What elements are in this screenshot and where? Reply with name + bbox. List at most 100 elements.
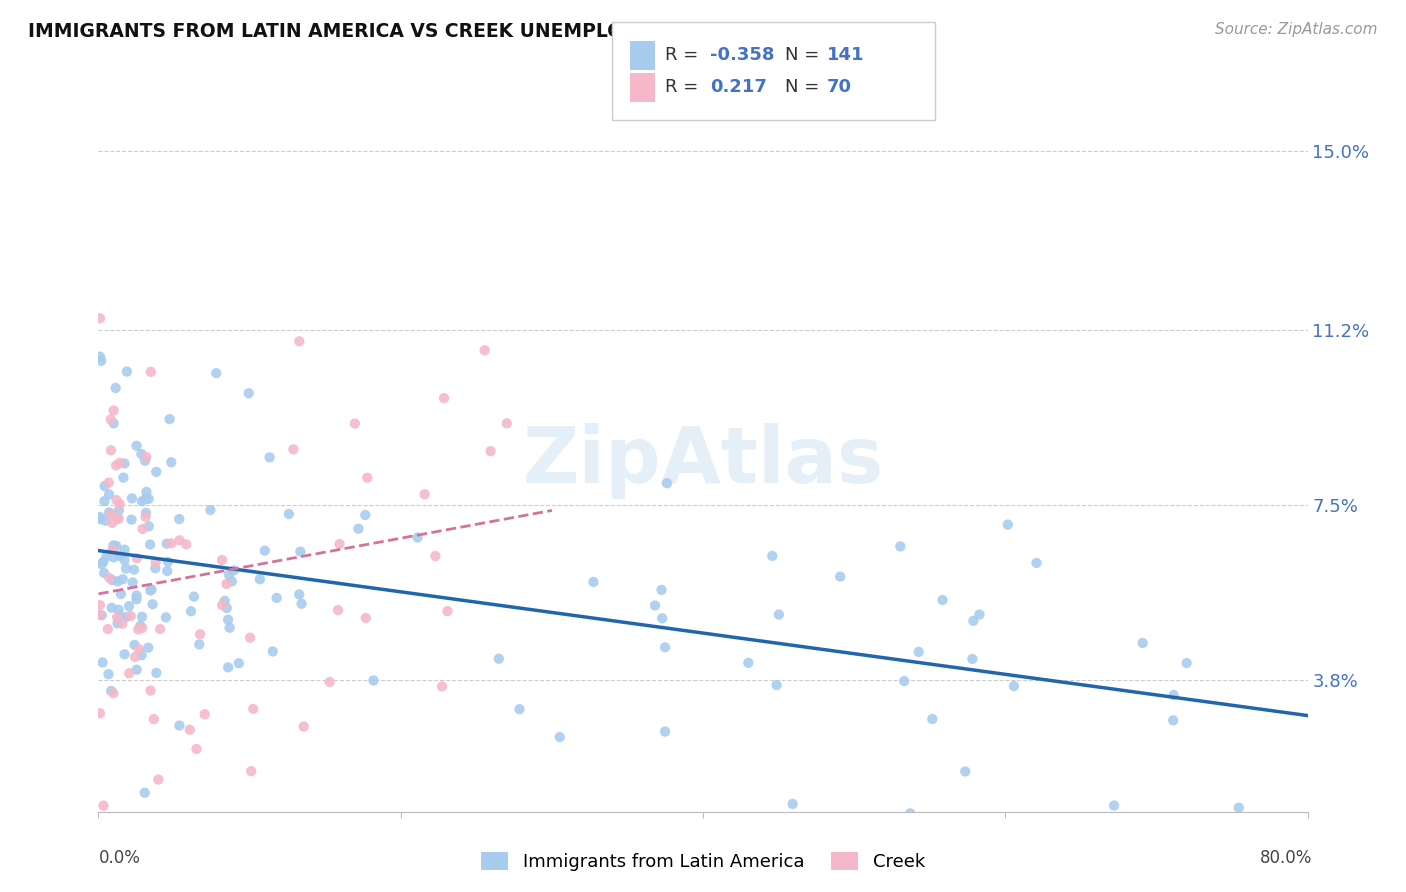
- Point: [91, 656, 114, 670]
- Point: [139, 365, 162, 379]
- Point: [103, 539, 125, 553]
- Point: [115, 561, 138, 575]
- Point: [135, 450, 157, 464]
- Point: [89, 510, 111, 524]
- Point: [115, 365, 138, 379]
- Point: [782, 797, 804, 811]
- Point: [907, 645, 929, 659]
- Point: [89, 512, 111, 526]
- Point: [898, 806, 921, 821]
- Point: [90, 608, 112, 623]
- Point: [149, 622, 172, 636]
- Point: [654, 724, 676, 739]
- Point: [97, 475, 120, 490]
- Point: [159, 412, 181, 426]
- Point: [118, 666, 141, 681]
- Point: [174, 537, 197, 551]
- Point: [188, 637, 211, 651]
- Point: [107, 603, 129, 617]
- Point: [262, 644, 284, 658]
- Point: [103, 686, 125, 700]
- Point: [98, 487, 121, 501]
- Text: -0.358: -0.358: [710, 46, 775, 64]
- Point: [100, 600, 122, 615]
- Point: [183, 590, 205, 604]
- Point: [127, 623, 149, 637]
- Point: [291, 597, 314, 611]
- Point: [110, 587, 132, 601]
- Point: [160, 536, 183, 550]
- Point: [495, 417, 517, 431]
- Point: [430, 680, 453, 694]
- Text: 0.0%: 0.0%: [98, 849, 141, 867]
- Legend: Immigrants from Latin America, Creek: Immigrants from Latin America, Creek: [474, 845, 932, 879]
- Point: [354, 611, 377, 625]
- Point: [89, 608, 111, 623]
- Point: [122, 828, 145, 842]
- Point: [217, 660, 239, 674]
- Text: Source: ZipAtlas.com: Source: ZipAtlas.com: [1215, 22, 1378, 37]
- Point: [290, 544, 312, 558]
- Point: [97, 667, 120, 681]
- Point: [148, 772, 170, 787]
- Point: [508, 702, 530, 716]
- Point: [96, 549, 118, 564]
- Point: [211, 553, 233, 567]
- Point: [114, 457, 136, 471]
- Point: [651, 611, 673, 625]
- Point: [134, 786, 156, 800]
- Point: [1025, 556, 1047, 570]
- Point: [131, 447, 153, 461]
- Point: [134, 453, 156, 467]
- Point: [93, 798, 115, 813]
- Point: [283, 442, 305, 457]
- Point: [138, 491, 160, 506]
- Point: [121, 575, 143, 590]
- Point: [145, 465, 167, 479]
- Point: [425, 549, 447, 563]
- Point: [582, 574, 605, 589]
- Text: R =: R =: [665, 78, 710, 96]
- Point: [186, 742, 208, 756]
- Point: [131, 648, 153, 663]
- Point: [737, 656, 759, 670]
- Point: [145, 665, 167, 680]
- Point: [156, 564, 179, 578]
- Point: [654, 640, 676, 655]
- Point: [89, 311, 111, 326]
- Point: [125, 589, 148, 603]
- Point: [91, 555, 114, 569]
- Point: [288, 587, 311, 601]
- Point: [211, 598, 233, 612]
- Point: [108, 503, 131, 517]
- Point: [169, 718, 191, 732]
- Point: [156, 536, 179, 550]
- Point: [134, 491, 156, 506]
- Point: [436, 604, 458, 618]
- Text: 70: 70: [827, 78, 852, 96]
- Point: [228, 657, 250, 671]
- Point: [259, 450, 281, 465]
- Point: [93, 479, 115, 493]
- Point: [931, 593, 953, 607]
- Point: [188, 627, 211, 641]
- Point: [107, 512, 129, 526]
- Point: [215, 601, 238, 615]
- Point: [121, 491, 143, 506]
- Point: [200, 503, 222, 517]
- Point: [101, 573, 124, 587]
- Point: [169, 512, 191, 526]
- Point: [650, 582, 672, 597]
- Point: [90, 557, 112, 571]
- Point: [363, 673, 385, 688]
- Point: [110, 609, 132, 624]
- Point: [343, 417, 366, 431]
- Text: 141: 141: [827, 46, 865, 64]
- Point: [1161, 714, 1184, 728]
- Point: [160, 455, 183, 469]
- Point: [125, 592, 148, 607]
- Point: [962, 652, 984, 666]
- Point: [215, 577, 238, 591]
- Text: 0.217: 0.217: [710, 78, 766, 96]
- Point: [921, 712, 943, 726]
